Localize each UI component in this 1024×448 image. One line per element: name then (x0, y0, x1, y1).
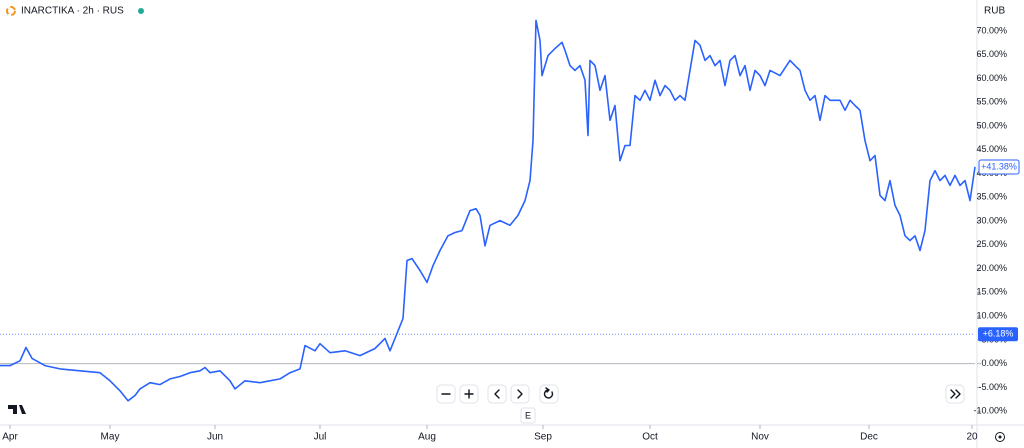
icon (464, 389, 474, 399)
x-tick-label: Sep (534, 432, 552, 443)
x-tick-label: Aug (418, 432, 436, 443)
x-tick-label: Apr (2, 432, 18, 443)
settings-icon (998, 435, 1002, 439)
icon (517, 389, 523, 399)
compare-label: E (525, 410, 531, 420)
y-tick-label: 15.00% (976, 287, 1007, 297)
price-label: +41.38% (981, 161, 1017, 171)
price-label-box (978, 327, 1018, 342)
y-tick-label: 60.00% (976, 73, 1007, 83)
y-tick-label: -5.00% (978, 382, 1007, 392)
y-tick-label: -10.00% (973, 406, 1007, 416)
y-tick-label: 0.00% (981, 358, 1007, 368)
x-tick-label: Dec (860, 432, 878, 443)
y-tick-label: 55.00% (976, 97, 1007, 107)
symbol-title: INARCTIKA · 2h · RUS (21, 6, 124, 17)
y-tick-label: 10.00% (976, 311, 1007, 321)
icon (543, 387, 554, 399)
x-tick-label: Jun (207, 432, 223, 443)
x-tick-label: May (101, 432, 120, 443)
plot: -10.00%-5.00%0.00%5.00%10.00%15.00%20.00… (0, 19, 1007, 443)
price-line (0, 19, 976, 402)
scroll-right-button[interactable] (510, 384, 530, 404)
x-tick-label: 20 (966, 432, 978, 443)
header: INARCTIKA · 2h · RUS (6, 6, 144, 17)
icon (950, 389, 961, 399)
x-tick-label: Nov (751, 432, 769, 443)
compare-button[interactable] (520, 407, 536, 424)
price-label-box (978, 159, 1020, 175)
y-tick-label: 20.00% (976, 263, 1007, 273)
x-tick-label: Oct (642, 432, 658, 443)
y-tick-label: 25.00% (976, 239, 1007, 249)
y-tick-label: 35.00% (976, 192, 1007, 202)
reset-button[interactable] (539, 384, 559, 404)
y-tick-label: 50.00% (976, 120, 1007, 130)
icon (494, 389, 500, 399)
price-label: +6.18% (983, 329, 1014, 339)
y-tick-label: 45.00% (976, 144, 1007, 154)
status-dot (138, 8, 144, 14)
settings-button[interactable] (995, 432, 1005, 442)
y-tick-label: 65.00% (976, 49, 1007, 59)
currency-label[interactable]: RUB (984, 6, 1005, 17)
y-tick-label: 70.00% (976, 25, 1007, 35)
logo (8, 405, 26, 414)
symbol-icon (6, 6, 16, 16)
scroll-left-button[interactable] (487, 384, 507, 404)
x-tick-label: Jul (314, 432, 327, 443)
toolbar: E (436, 384, 965, 424)
y-tick-label: 30.00% (976, 215, 1007, 225)
